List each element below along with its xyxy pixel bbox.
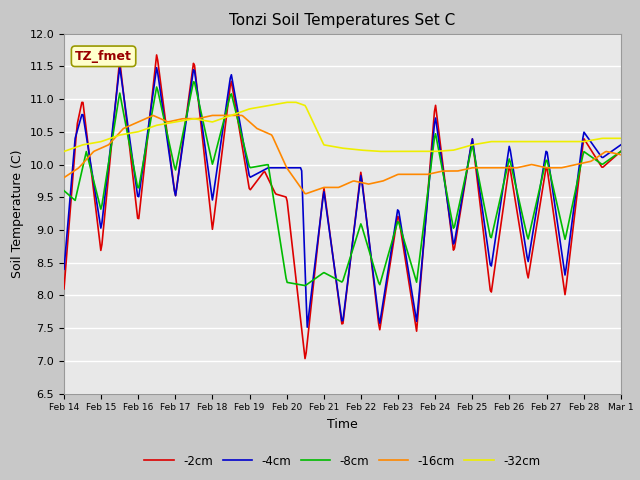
- Title: Tonzi Soil Temperatures Set C: Tonzi Soil Temperatures Set C: [229, 13, 456, 28]
- Legend: -2cm, -4cm, -8cm, -16cm, -32cm: -2cm, -4cm, -8cm, -16cm, -32cm: [140, 450, 545, 472]
- Text: TZ_fmet: TZ_fmet: [75, 50, 132, 63]
- Y-axis label: Soil Temperature (C): Soil Temperature (C): [11, 149, 24, 278]
- X-axis label: Time: Time: [327, 418, 358, 431]
